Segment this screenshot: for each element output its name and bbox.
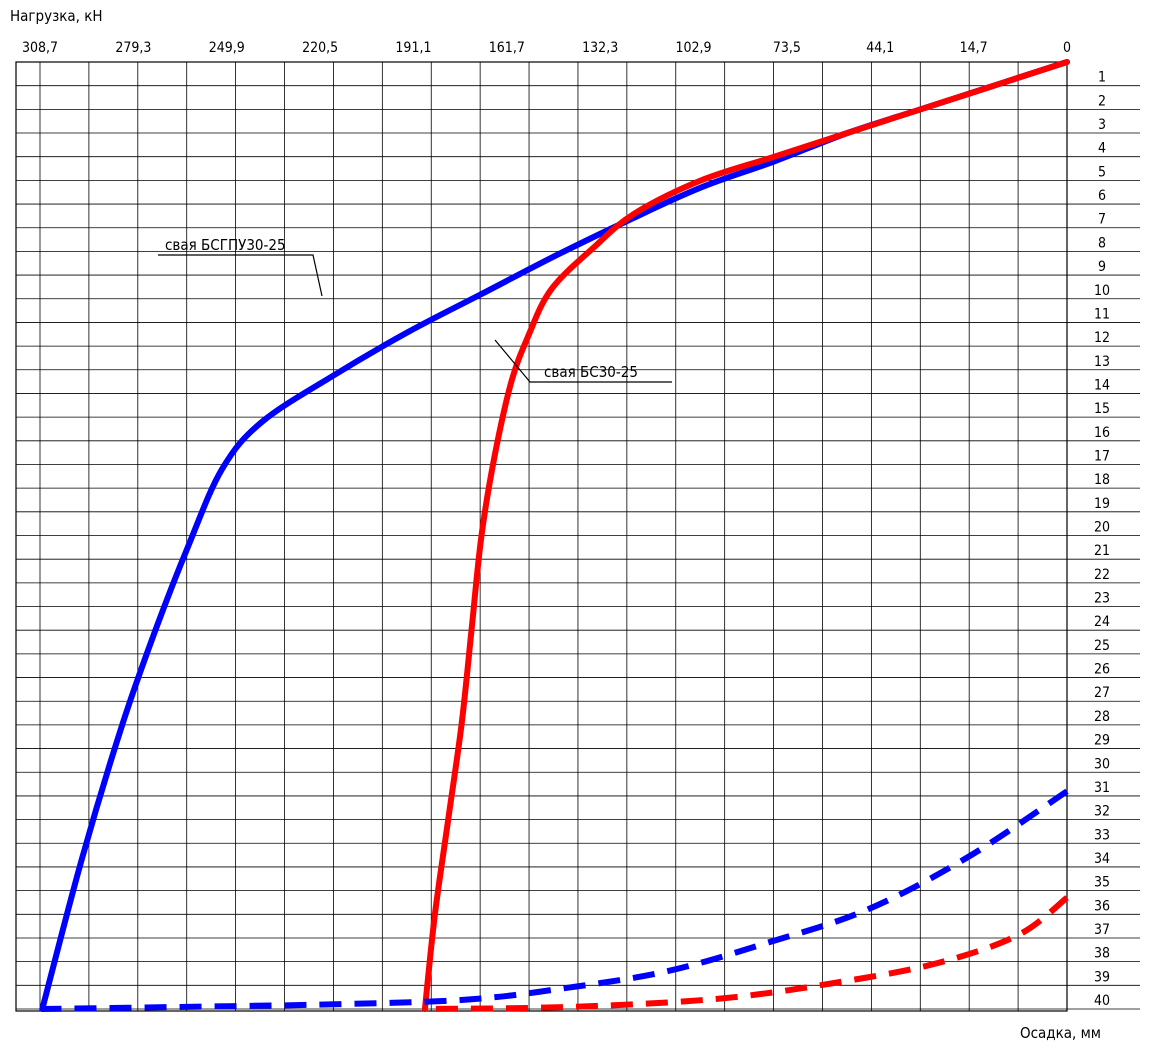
- right-tick-label: 23: [1094, 591, 1110, 607]
- right-tick-label: 34: [1094, 851, 1110, 867]
- top-tick-label: 73,5: [773, 40, 801, 56]
- right-tick-label: 31: [1094, 780, 1110, 796]
- right-tick-label: 10: [1094, 283, 1110, 299]
- right-tick-label: 40: [1094, 993, 1110, 1009]
- top-tick-label: 191,1: [395, 40, 431, 56]
- top-tick-label: 308,7: [22, 40, 58, 56]
- right-tick-label: 11: [1094, 306, 1110, 322]
- right-tick-label: 19: [1094, 496, 1110, 512]
- top-tick-label: 0: [1063, 40, 1071, 56]
- top-tick-labels: 308,7 279,3 249,9 220,5 191,1 161,7 132,3 102,9…: [22, 40, 1071, 56]
- grid: [15, 61, 1140, 1012]
- right-tick-labels: 1234567891011121314151617181920212223242…: [1094, 70, 1110, 1009]
- right-tick-label: 9: [1098, 259, 1106, 275]
- right-tick-label: 18: [1094, 472, 1110, 488]
- right-tick-label: 27: [1094, 685, 1110, 701]
- right-tick-label: 4: [1098, 141, 1106, 157]
- top-tick-label: 14,7: [960, 40, 988, 56]
- right-tick-label: 1: [1098, 70, 1106, 86]
- right-tick-label: 35: [1094, 875, 1110, 891]
- right-tick-label: 16: [1094, 425, 1110, 441]
- right-tick-label: 25: [1094, 638, 1110, 654]
- series-line-unloading: [42, 788, 1069, 1012]
- right-tick-label: 17: [1094, 448, 1110, 464]
- top-tick-label: 220,5: [302, 40, 338, 56]
- series-layer: [39, 59, 1070, 1012]
- right-tick-label: 15: [1094, 401, 1110, 417]
- right-tick-label: 32: [1094, 804, 1110, 820]
- right-tick-label: 20: [1094, 520, 1110, 536]
- top-tick-label: 279,3: [115, 40, 151, 56]
- right-tick-label: 36: [1094, 898, 1110, 914]
- callout-leader: [158, 254, 323, 297]
- x-axis-title: Осадка, мм: [1020, 1024, 1101, 1042]
- right-tick-label: 21: [1094, 543, 1110, 559]
- right-tick-label: 22: [1094, 567, 1110, 583]
- right-tick-label: 28: [1094, 709, 1110, 725]
- top-tick-label: 132,3: [582, 40, 618, 56]
- right-tick-label: 33: [1094, 827, 1110, 843]
- right-tick-label: 39: [1094, 969, 1110, 985]
- right-tick-label: 14: [1094, 377, 1110, 393]
- series-line-loading: [421, 59, 1070, 1012]
- right-tick-label: 3: [1098, 117, 1106, 133]
- annotation-label: свая БСГПУ30-25: [165, 236, 286, 254]
- top-tick-label: 161,7: [489, 40, 525, 56]
- top-tick-label: 44,1: [866, 40, 894, 56]
- right-tick-label: 26: [1094, 662, 1110, 678]
- top-tick-label: 249,9: [209, 40, 245, 56]
- right-tick-label: 7: [1098, 212, 1106, 228]
- top-tick-label: 102,9: [676, 40, 712, 56]
- right-tick-label: 8: [1098, 235, 1106, 251]
- annotation-label: свая БС30-25: [544, 363, 638, 381]
- right-tick-label: 6: [1098, 188, 1106, 204]
- y-axis-title: Нагрузка, кН: [10, 7, 103, 25]
- right-tick-label: 24: [1094, 614, 1110, 630]
- right-tick-label: 38: [1094, 946, 1110, 962]
- right-tick-label: 37: [1094, 922, 1110, 938]
- right-tick-label: 12: [1094, 330, 1110, 346]
- annotations: свая БСГПУ30-25 свая БС30-25: [158, 236, 672, 383]
- right-tick-label: 2: [1098, 93, 1106, 109]
- callout-leader: [494, 339, 672, 383]
- right-tick-label: 5: [1098, 164, 1106, 180]
- right-tick-label: 13: [1094, 354, 1110, 370]
- right-tick-label: 29: [1094, 733, 1110, 749]
- right-tick-label: 30: [1094, 756, 1110, 772]
- series-line-unloading: [424, 895, 1069, 1012]
